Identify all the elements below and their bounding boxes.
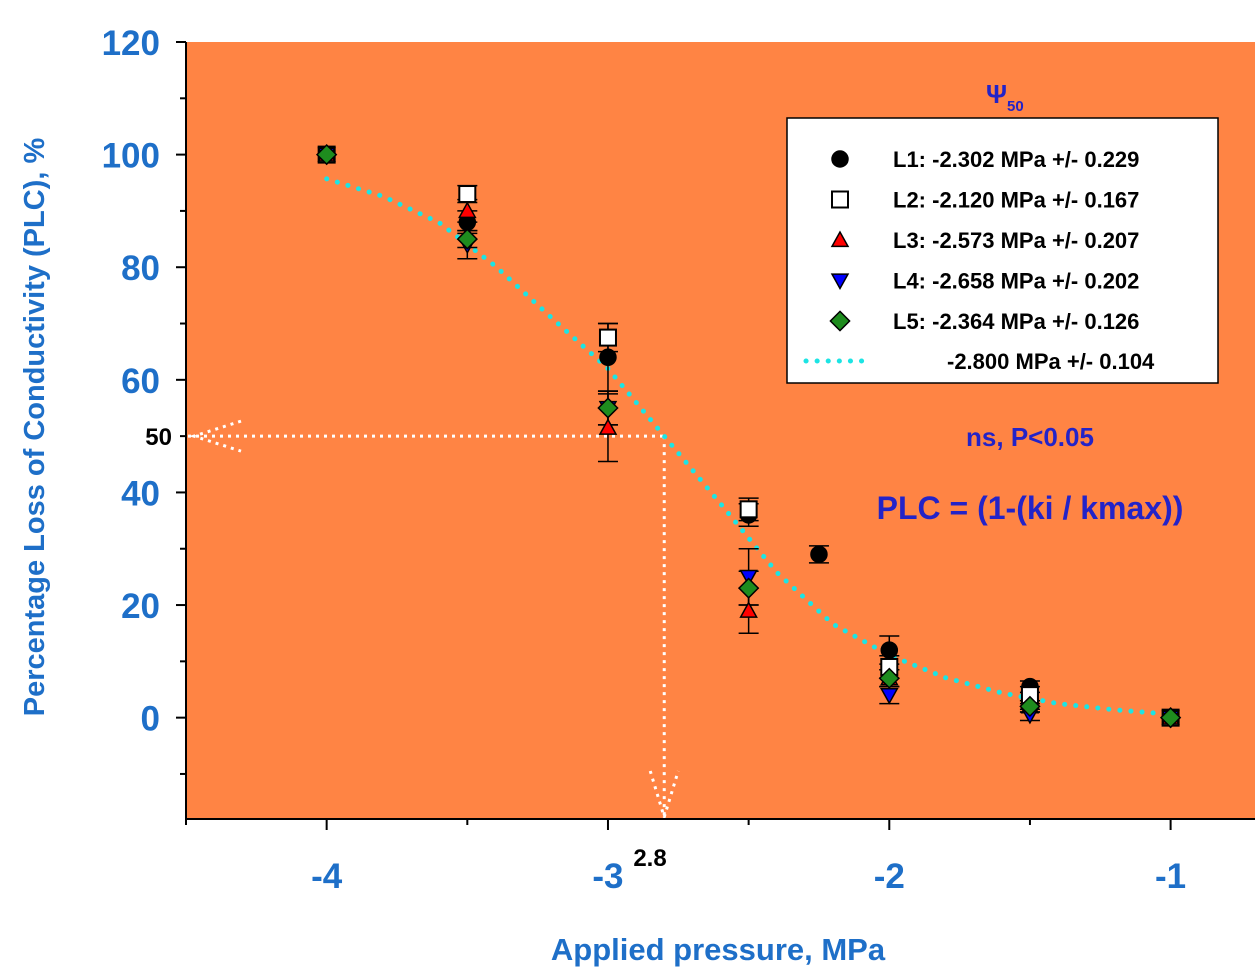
x-tick-label: -2: [874, 857, 905, 896]
y-tick-label: 40: [121, 474, 160, 513]
y-tick-label: 100: [102, 137, 160, 176]
data-point: [458, 185, 477, 204]
psi50-label: Ψ50: [986, 79, 1024, 115]
x-axis-label: Applied pressure, MPa: [551, 932, 886, 967]
y50-annotation: 50: [145, 424, 172, 451]
significance-annotation: ns, P<0.05: [966, 422, 1094, 452]
data-point: [458, 201, 477, 219]
legend-label: L4: -2.658 MPa +/- 0.202: [893, 269, 1139, 294]
data-point: [456, 228, 478, 250]
equation-annotation: PLC = (1-(ki / kmax)): [877, 490, 1184, 526]
y-tick-label: 120: [102, 24, 160, 63]
data-point: [739, 601, 758, 618]
legend-label: L2: -2.120 MPa +/- 0.167: [893, 188, 1139, 213]
y-tick-label: 0: [141, 700, 160, 739]
guide-arrowhead-left: [189, 419, 242, 453]
data-point: [878, 667, 900, 689]
x-tick-label: -3: [592, 857, 623, 896]
axes: 0 20 40 60 80 100 120 -4 -3 -2 -1: [102, 24, 1255, 896]
y-tick-label: 80: [121, 249, 160, 288]
data-point: [737, 577, 760, 599]
guide-arrowhead-down: [648, 770, 680, 823]
data-point: [598, 418, 618, 435]
data-point: [810, 545, 828, 564]
legend-label: L1: -2.302 MPa +/- 0.229: [893, 147, 1139, 172]
y-axis-label: Percentage Loss of Conductivity (PLC), %: [19, 138, 51, 717]
data-points: [315, 143, 1182, 729]
data-point: [830, 230, 850, 248]
data-point: [1019, 695, 1041, 718]
data-point: [598, 328, 617, 347]
x-tick-label: -1: [1155, 857, 1186, 896]
data-point: [829, 310, 851, 332]
y-tick-label: 60: [121, 362, 160, 401]
legend-label: L3: -2.573 MPa +/- 0.207: [893, 228, 1139, 253]
legend-label: -2.800 MPa +/- 0.104: [947, 349, 1155, 374]
data-point: [830, 273, 850, 291]
legend: L1: -2.302 MPa +/- 0.229 L2: -2.120 MPa +…: [786, 117, 1219, 384]
data-point: [831, 150, 849, 168]
x-tick-label: -4: [311, 857, 343, 896]
data-point: [739, 500, 758, 519]
guide-lines: [188, 419, 680, 823]
data-point: [831, 190, 849, 209]
legend-box: [786, 117, 1219, 384]
data-point: [880, 641, 899, 659]
data-point: [1159, 706, 1182, 729]
x28-annotation: 2.8: [633, 845, 666, 872]
legend-label: L5: -2.364 MPa +/- 0.126: [893, 309, 1139, 334]
data-point: [599, 348, 617, 367]
data-point: [315, 143, 338, 166]
y-tick-label: 20: [121, 587, 160, 626]
data-point: [597, 397, 619, 419]
